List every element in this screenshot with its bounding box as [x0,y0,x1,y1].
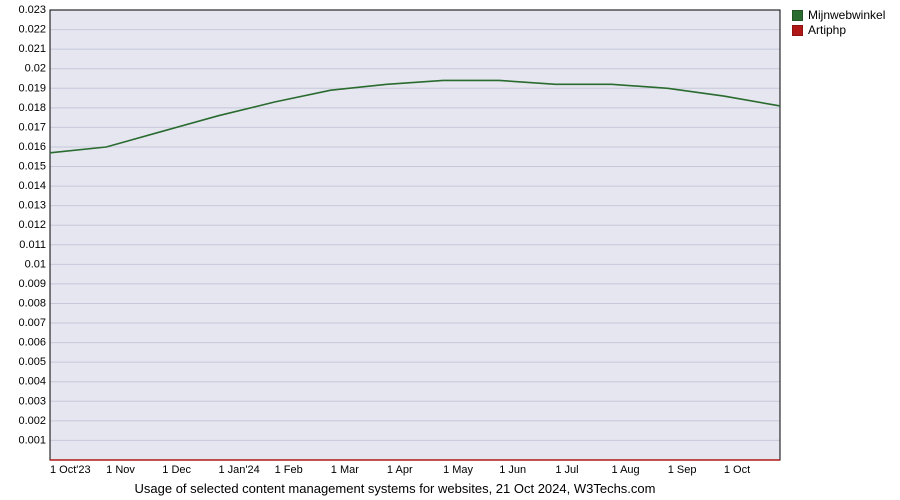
svg-text:0.01: 0.01 [25,258,46,270]
svg-text:0.004: 0.004 [18,376,46,388]
legend-swatch-icon [792,10,803,21]
svg-text:1 Nov: 1 Nov [106,464,135,476]
svg-text:1 Jun: 1 Jun [499,464,526,476]
svg-text:1 May: 1 May [443,464,473,476]
svg-text:1 Dec: 1 Dec [162,464,191,476]
usage-line-chart: 0.001 0.002 0.003 0.004 0.005 0.006 0.007 0.008… [0,0,790,480]
svg-text:0.005: 0.005 [18,356,46,368]
svg-text:1 Jul: 1 Jul [555,464,578,476]
svg-text:0.012: 0.012 [18,219,46,231]
svg-text:0.017: 0.017 [18,121,46,133]
svg-text:0.023: 0.023 [18,4,46,16]
svg-text:0.011: 0.011 [19,239,46,251]
chart-container: { "chart": { "type": "line", "plot": { "… [0,0,900,500]
svg-text:0.001: 0.001 [18,434,46,446]
svg-text:1 Aug: 1 Aug [612,464,640,476]
legend-item: Artiphp [792,23,885,38]
svg-text:1 Feb: 1 Feb [275,464,303,476]
svg-text:0.007: 0.007 [18,317,46,329]
svg-text:0.021: 0.021 [18,43,46,55]
legend-label: Artiphp [808,23,846,38]
svg-text:1 Mar: 1 Mar [331,464,359,476]
legend-item: Mijnwebwinkel [792,8,885,23]
svg-text:1 Jan'24: 1 Jan'24 [218,464,259,476]
svg-text:1 Oct'23: 1 Oct'23 [50,464,91,476]
legend: Mijnwebwinkel Artiphp [792,8,885,38]
svg-text:0.015: 0.015 [18,161,46,173]
svg-text:0.006: 0.006 [18,337,46,349]
svg-text:1 Apr: 1 Apr [387,464,413,476]
svg-text:1 Sep: 1 Sep [668,464,697,476]
svg-text:0.018: 0.018 [18,102,46,114]
svg-text:0.009: 0.009 [18,278,46,290]
legend-label: Mijnwebwinkel [808,8,885,23]
svg-text:0.016: 0.016 [18,141,46,153]
svg-text:0.002: 0.002 [18,415,46,427]
svg-text:0.003: 0.003 [18,395,46,407]
svg-text:0.02: 0.02 [25,63,46,75]
svg-text:0.008: 0.008 [18,297,46,309]
svg-text:0.022: 0.022 [18,24,46,36]
svg-text:0.014: 0.014 [18,180,46,192]
chart-caption: Usage of selected content management sys… [0,481,790,496]
svg-text:0.013: 0.013 [18,200,46,212]
svg-text:1 Oct: 1 Oct [724,464,750,476]
svg-text:0.019: 0.019 [18,82,46,94]
legend-swatch-icon [792,25,803,36]
